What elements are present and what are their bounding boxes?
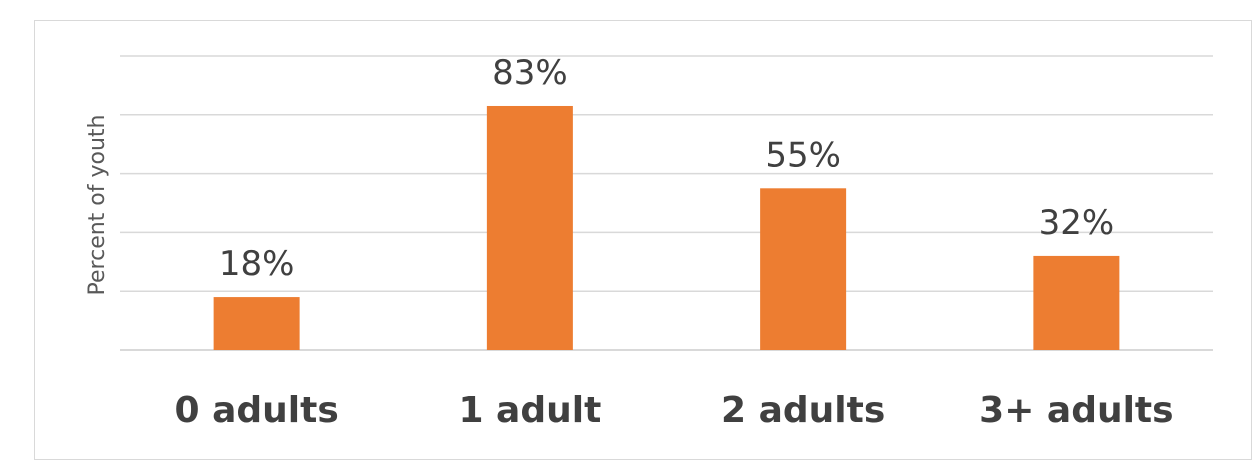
category-label-1: 1 adult <box>458 390 601 431</box>
gridlines <box>120 55 1213 351</box>
bar-2 <box>760 188 847 350</box>
bars <box>213 105 1120 350</box>
data-label-3: 32% <box>1039 203 1115 243</box>
category-label-2: 2 adults <box>721 390 885 431</box>
data-labels: 18% 83% 55% 32% <box>219 53 1114 284</box>
bar-3 <box>1033 255 1120 350</box>
category-label-0: 0 adults <box>175 390 339 431</box>
y-axis-title: Percent of youth <box>85 115 110 296</box>
category-labels: 0 adults 1 adult 2 adults 3+ adults <box>175 390 1174 431</box>
data-label-2: 55% <box>765 135 841 175</box>
bar-0 <box>213 297 300 350</box>
bar-1 <box>486 105 573 350</box>
data-label-1: 83% <box>492 53 568 93</box>
data-label-0: 18% <box>219 244 295 284</box>
category-label-3: 3+ adults <box>979 390 1173 431</box>
chart-frame <box>34 20 1252 460</box>
bar-chart: 18% 83% 55% 32% 0 adults 1 adult 2 adults 3+ a… <box>85 53 1213 431</box>
